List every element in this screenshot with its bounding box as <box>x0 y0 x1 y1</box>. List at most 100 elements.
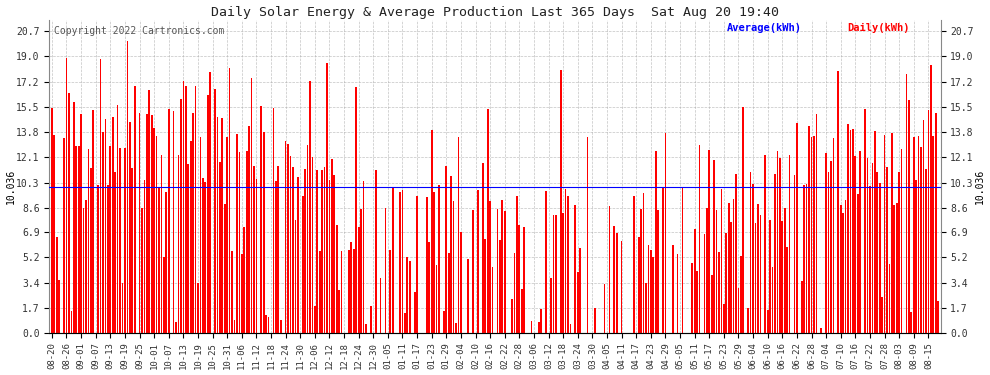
Bar <box>767 310 768 333</box>
Bar <box>53 135 55 333</box>
Bar <box>224 204 226 333</box>
Bar <box>564 189 566 333</box>
Bar <box>392 187 394 333</box>
Bar <box>336 225 338 333</box>
Bar <box>886 166 888 333</box>
Bar <box>477 189 479 333</box>
Bar <box>808 126 810 333</box>
Bar <box>677 254 678 333</box>
Bar <box>200 137 201 333</box>
Bar <box>704 234 705 333</box>
Bar <box>614 226 615 333</box>
Bar <box>250 78 252 333</box>
Bar <box>236 134 238 333</box>
Bar <box>893 206 895 333</box>
Bar <box>524 227 525 333</box>
Bar <box>772 267 773 333</box>
Bar <box>434 192 435 333</box>
Bar <box>294 220 296 333</box>
Bar <box>263 132 264 333</box>
Bar <box>173 111 174 333</box>
Bar <box>555 215 556 333</box>
Bar <box>78 146 79 333</box>
Bar <box>272 108 274 333</box>
Bar <box>129 122 131 333</box>
Bar <box>908 100 910 333</box>
Bar <box>516 196 518 333</box>
Bar <box>616 233 618 333</box>
Bar <box>402 190 403 333</box>
Bar <box>472 210 474 333</box>
Text: Copyright 2022 Cartronics.com: Copyright 2022 Cartronics.com <box>53 26 225 36</box>
Bar <box>204 182 206 333</box>
Bar <box>134 86 136 333</box>
Bar <box>752 184 754 333</box>
Bar <box>709 150 710 333</box>
Bar <box>146 114 148 333</box>
Bar <box>97 184 99 333</box>
Bar <box>153 128 155 333</box>
Bar <box>645 283 646 333</box>
Bar <box>728 203 730 333</box>
Bar <box>647 244 649 333</box>
Bar <box>828 172 830 333</box>
Bar <box>182 81 184 333</box>
Bar <box>796 123 798 333</box>
Bar <box>365 324 367 333</box>
Bar <box>482 164 484 333</box>
Bar <box>484 239 486 333</box>
Bar <box>847 124 848 333</box>
Bar <box>217 117 218 333</box>
Text: 10.036: 10.036 <box>974 169 984 204</box>
Bar <box>691 263 693 333</box>
Bar <box>918 136 920 333</box>
Bar <box>339 290 340 333</box>
Bar <box>362 181 364 333</box>
Bar <box>511 299 513 333</box>
Bar <box>898 172 900 333</box>
Bar <box>83 208 84 333</box>
Bar <box>51 108 52 333</box>
Bar <box>609 207 610 333</box>
Bar <box>866 158 868 333</box>
Bar <box>741 255 742 333</box>
Bar <box>267 317 269 333</box>
Bar <box>307 145 308 333</box>
Bar <box>813 136 815 333</box>
Bar <box>831 161 832 333</box>
Bar <box>928 110 930 333</box>
Bar <box>604 284 606 333</box>
Bar <box>102 132 104 333</box>
Bar <box>638 237 640 333</box>
Bar <box>779 158 781 333</box>
Bar <box>309 81 311 333</box>
Bar <box>357 227 359 333</box>
Bar <box>280 320 281 333</box>
Bar <box>322 170 323 333</box>
Bar <box>142 208 143 333</box>
Bar <box>168 109 169 333</box>
Bar <box>781 221 783 333</box>
Bar <box>197 283 199 333</box>
Bar <box>857 194 858 333</box>
Bar <box>672 245 673 333</box>
Bar <box>562 213 564 333</box>
Bar <box>521 289 523 333</box>
Bar <box>574 205 576 333</box>
Bar <box>209 72 211 333</box>
Bar <box>891 133 893 333</box>
Bar <box>275 182 277 333</box>
Bar <box>726 233 727 333</box>
Bar <box>253 166 254 333</box>
Bar <box>577 272 578 333</box>
Bar <box>70 312 72 333</box>
Bar <box>73 102 74 333</box>
Bar <box>460 232 461 333</box>
Bar <box>416 195 418 333</box>
Bar <box>155 136 157 333</box>
Bar <box>754 223 756 333</box>
Text: 10.036: 10.036 <box>6 169 16 204</box>
Bar <box>185 86 187 333</box>
Bar <box>764 155 766 333</box>
Bar <box>317 170 318 333</box>
